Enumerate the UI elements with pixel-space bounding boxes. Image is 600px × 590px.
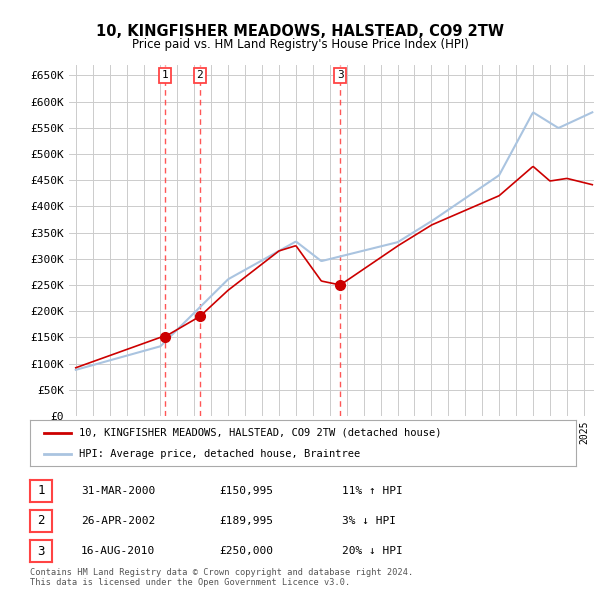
Text: 10, KINGFISHER MEADOWS, HALSTEAD, CO9 2TW (detached house): 10, KINGFISHER MEADOWS, HALSTEAD, CO9 2T…: [79, 428, 442, 438]
Text: 11% ↑ HPI: 11% ↑ HPI: [342, 486, 403, 496]
Text: 10, KINGFISHER MEADOWS, HALSTEAD, CO9 2TW: 10, KINGFISHER MEADOWS, HALSTEAD, CO9 2T…: [96, 24, 504, 38]
Text: 1: 1: [37, 484, 44, 497]
Text: 3: 3: [337, 70, 344, 80]
Text: 20% ↓ HPI: 20% ↓ HPI: [342, 546, 403, 556]
Text: £250,000: £250,000: [219, 546, 273, 556]
Text: 1: 1: [161, 70, 168, 80]
Text: 31-MAR-2000: 31-MAR-2000: [81, 486, 155, 496]
Text: £150,995: £150,995: [219, 486, 273, 496]
Text: £189,995: £189,995: [219, 516, 273, 526]
Text: 16-AUG-2010: 16-AUG-2010: [81, 546, 155, 556]
Text: HPI: Average price, detached house, Braintree: HPI: Average price, detached house, Brai…: [79, 448, 361, 458]
Text: Contains HM Land Registry data © Crown copyright and database right 2024.
This d: Contains HM Land Registry data © Crown c…: [30, 568, 413, 587]
Text: 3: 3: [37, 545, 44, 558]
Text: Price paid vs. HM Land Registry's House Price Index (HPI): Price paid vs. HM Land Registry's House …: [131, 38, 469, 51]
Text: 3% ↓ HPI: 3% ↓ HPI: [342, 516, 396, 526]
Text: 2: 2: [37, 514, 44, 527]
Text: 2: 2: [197, 70, 203, 80]
Text: 26-APR-2002: 26-APR-2002: [81, 516, 155, 526]
